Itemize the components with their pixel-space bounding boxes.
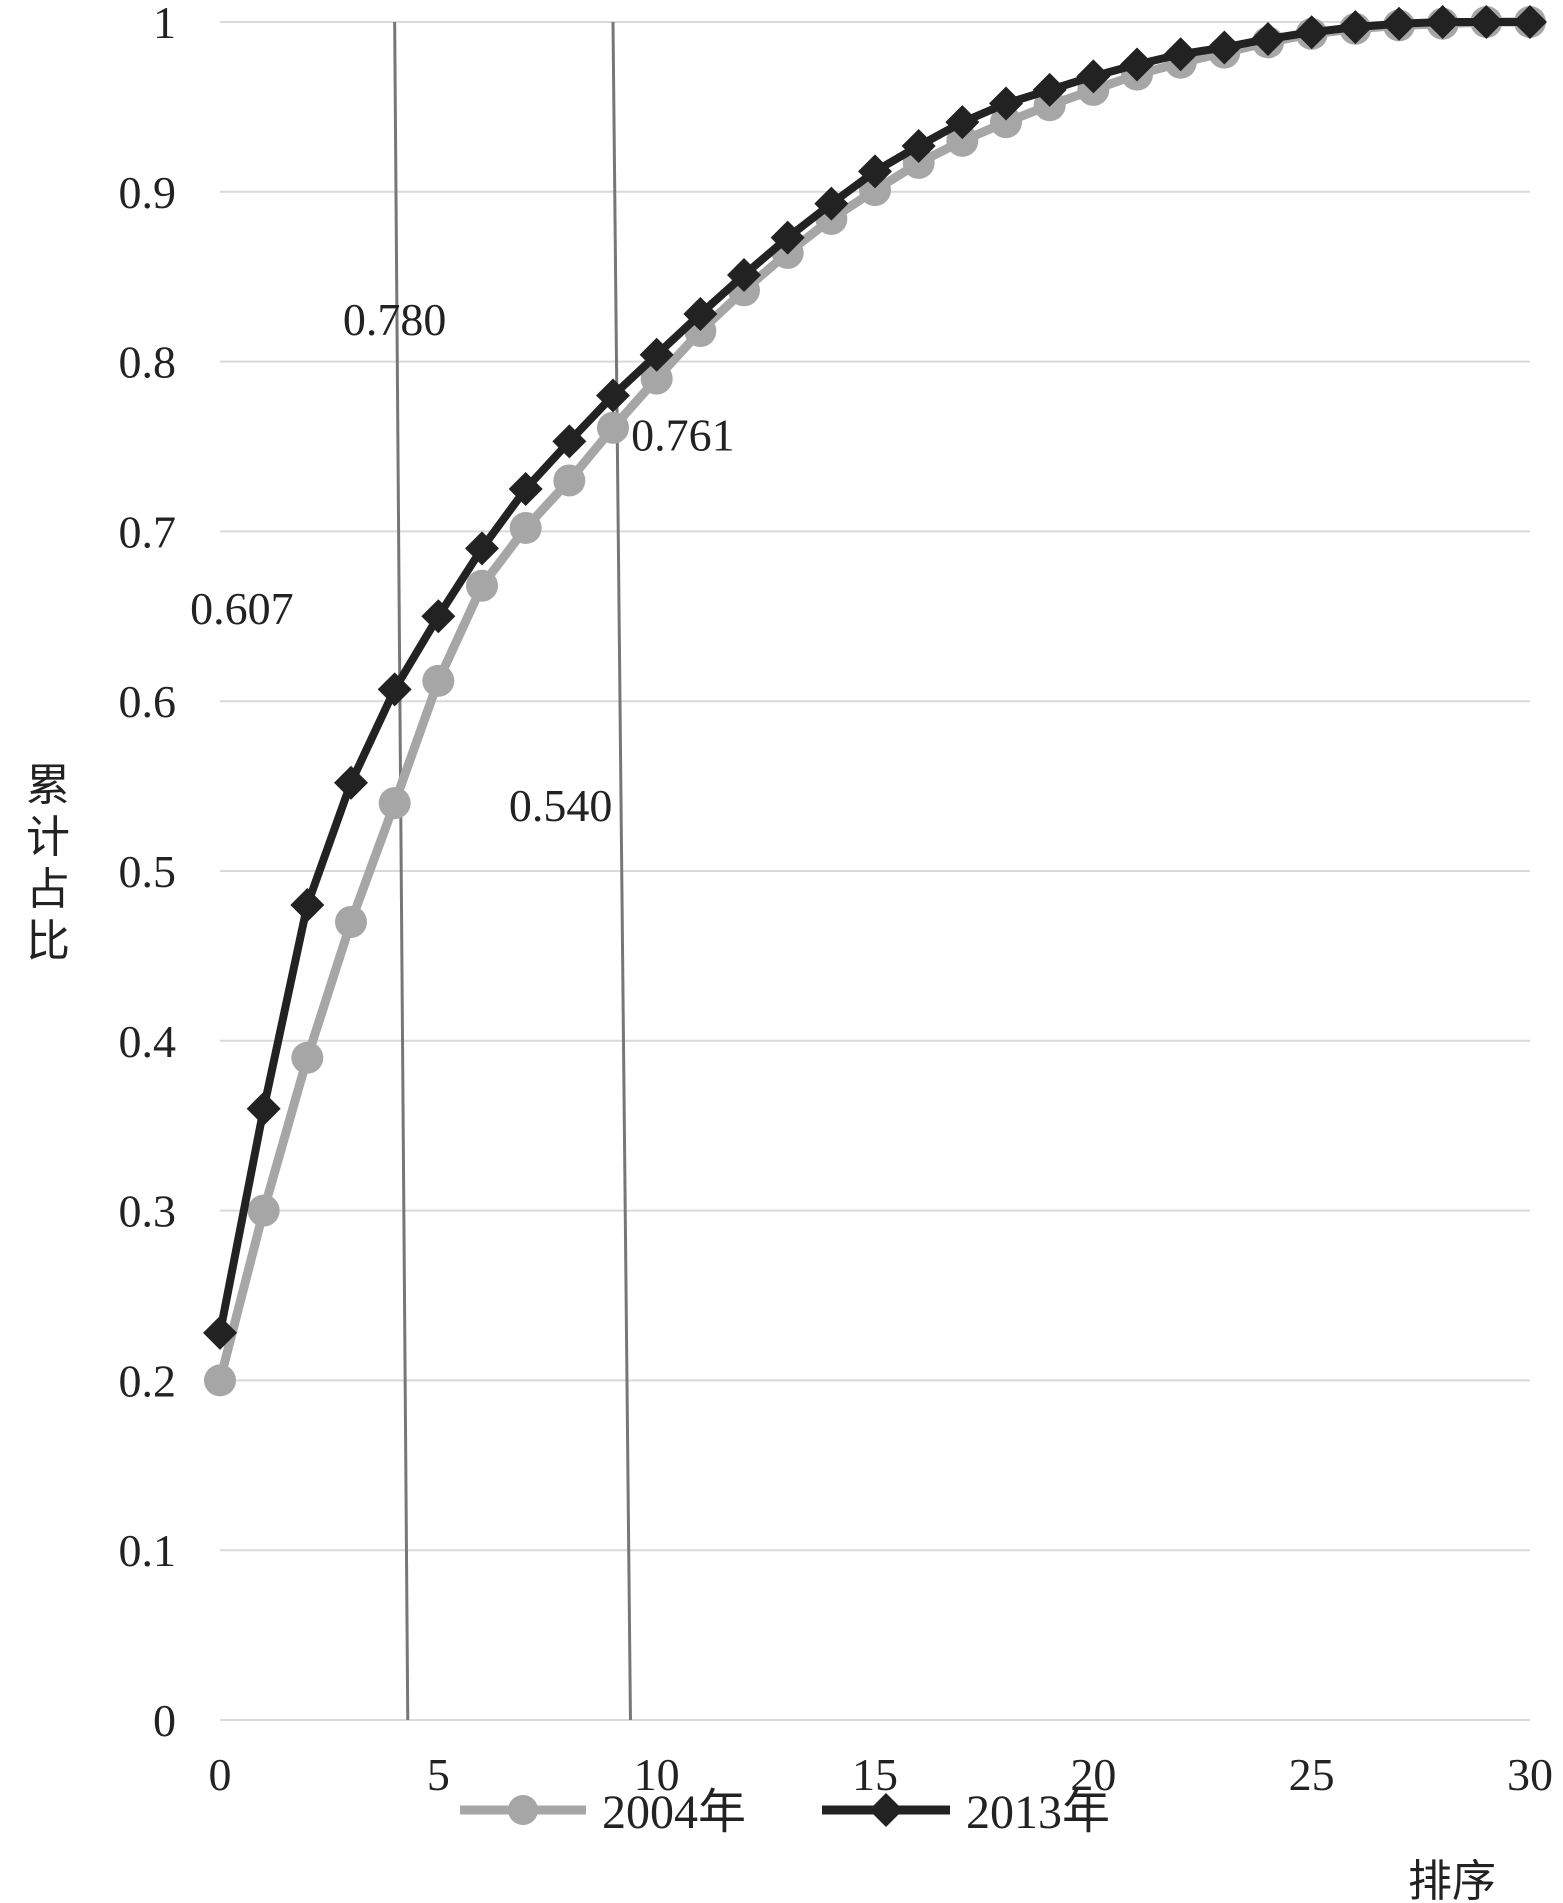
data-point [552, 424, 587, 459]
legend-item-2013: 2013年 [822, 1786, 1110, 1839]
legend-label-2004: 2004年 [602, 1786, 746, 1839]
legend-marker-2004 [508, 1795, 538, 1825]
data-point [378, 787, 411, 820]
data-point [421, 599, 456, 634]
data-point [291, 1041, 324, 1074]
gridlines [220, 21, 1530, 1721]
data-point [770, 220, 805, 255]
x-tick-label: 25 [1289, 1749, 1335, 1800]
data-point [247, 1194, 280, 1227]
y-axis-label: 累计占比 [26, 760, 70, 967]
data-point [1382, 6, 1416, 41]
x-tick-label: 0 [209, 1749, 232, 1800]
y-tick-label: 0.8 [119, 337, 177, 388]
y-tick-label: 0.4 [119, 1016, 177, 1067]
data-point [596, 378, 630, 413]
data-point [335, 905, 367, 938]
data-point [509, 512, 542, 545]
data-point [1425, 5, 1460, 39]
legend-marker-2013 [869, 1793, 903, 1827]
data-point [508, 471, 543, 506]
data-point [1207, 30, 1242, 65]
data-point [1163, 37, 1198, 72]
data-point [1294, 15, 1329, 50]
data-point [203, 1315, 237, 1350]
x-tick-label: 30 [1507, 1749, 1553, 1800]
reference-line-2 [611, 21, 632, 1721]
data-point [990, 106, 1022, 139]
data-point [204, 1364, 236, 1397]
reference-lines [393, 21, 632, 1721]
data-point [683, 297, 718, 332]
data-point [901, 128, 936, 163]
data-point [553, 464, 586, 497]
data-point [639, 337, 674, 372]
y-tick-label: 0 [153, 1695, 176, 1746]
data-annotation: 0.607 [190, 583, 294, 634]
x-tick-label: 15 [852, 1749, 898, 1800]
data-point [1251, 21, 1285, 56]
y-tick-label: 0.2 [119, 1355, 177, 1406]
legend-label-2013: 2013年 [966, 1786, 1110, 1839]
data-point [597, 411, 629, 444]
x-tick-label: 5 [427, 1749, 450, 1800]
x-tick-label: 20 [1070, 1749, 1116, 1800]
data-point [1032, 72, 1067, 107]
legend-item-2004: 2004年 [460, 1786, 746, 1839]
y-tick-label: 1 [153, 0, 176, 48]
data-point [858, 154, 892, 189]
data-point [1120, 47, 1154, 82]
legend: 2004年 2013年 [460, 1786, 1110, 1839]
data-point [465, 531, 499, 566]
y-tick-label: 0.3 [119, 1186, 177, 1237]
y-tick-label: 0.9 [119, 167, 177, 218]
data-point [290, 887, 325, 922]
data-point [1338, 10, 1373, 45]
data-point [946, 124, 979, 157]
y-tick-label: 0.6 [119, 676, 177, 727]
reference-line-1 [393, 21, 410, 1721]
data-series [203, 5, 1547, 1397]
y-tick-label: 0.7 [119, 506, 177, 557]
series-2013年 [203, 5, 1547, 1350]
x-axis-label: 排序 [1408, 1856, 1496, 1903]
data-point [422, 664, 455, 697]
data-point [246, 1091, 281, 1126]
data-annotation: 0.780 [343, 294, 447, 345]
x-tick-label: 10 [634, 1749, 680, 1800]
data-point [945, 105, 980, 140]
data-point [814, 186, 849, 221]
y-tick-label: 0.5 [119, 846, 177, 897]
data-point [334, 765, 368, 800]
data-annotation: 0.540 [509, 780, 613, 831]
data-annotations: 0.780 0.761 0.607 0.540 [190, 294, 735, 831]
data-point [466, 569, 498, 602]
y-tick-label: 0.1 [119, 1525, 177, 1576]
data-point [1469, 5, 1504, 39]
axis-ticks: 00.10.20.30.40.50.60.70.80.910 5 10 15 20 25 3… [119, 0, 1554, 1800]
data-point [727, 258, 761, 293]
data-point [1513, 5, 1547, 39]
data-point [377, 672, 412, 707]
data-point [989, 86, 1023, 121]
data-annotation: 0.761 [631, 410, 735, 461]
series-line [216, 18, 1530, 1334]
data-point [1076, 59, 1111, 94]
data-point [640, 362, 673, 395]
